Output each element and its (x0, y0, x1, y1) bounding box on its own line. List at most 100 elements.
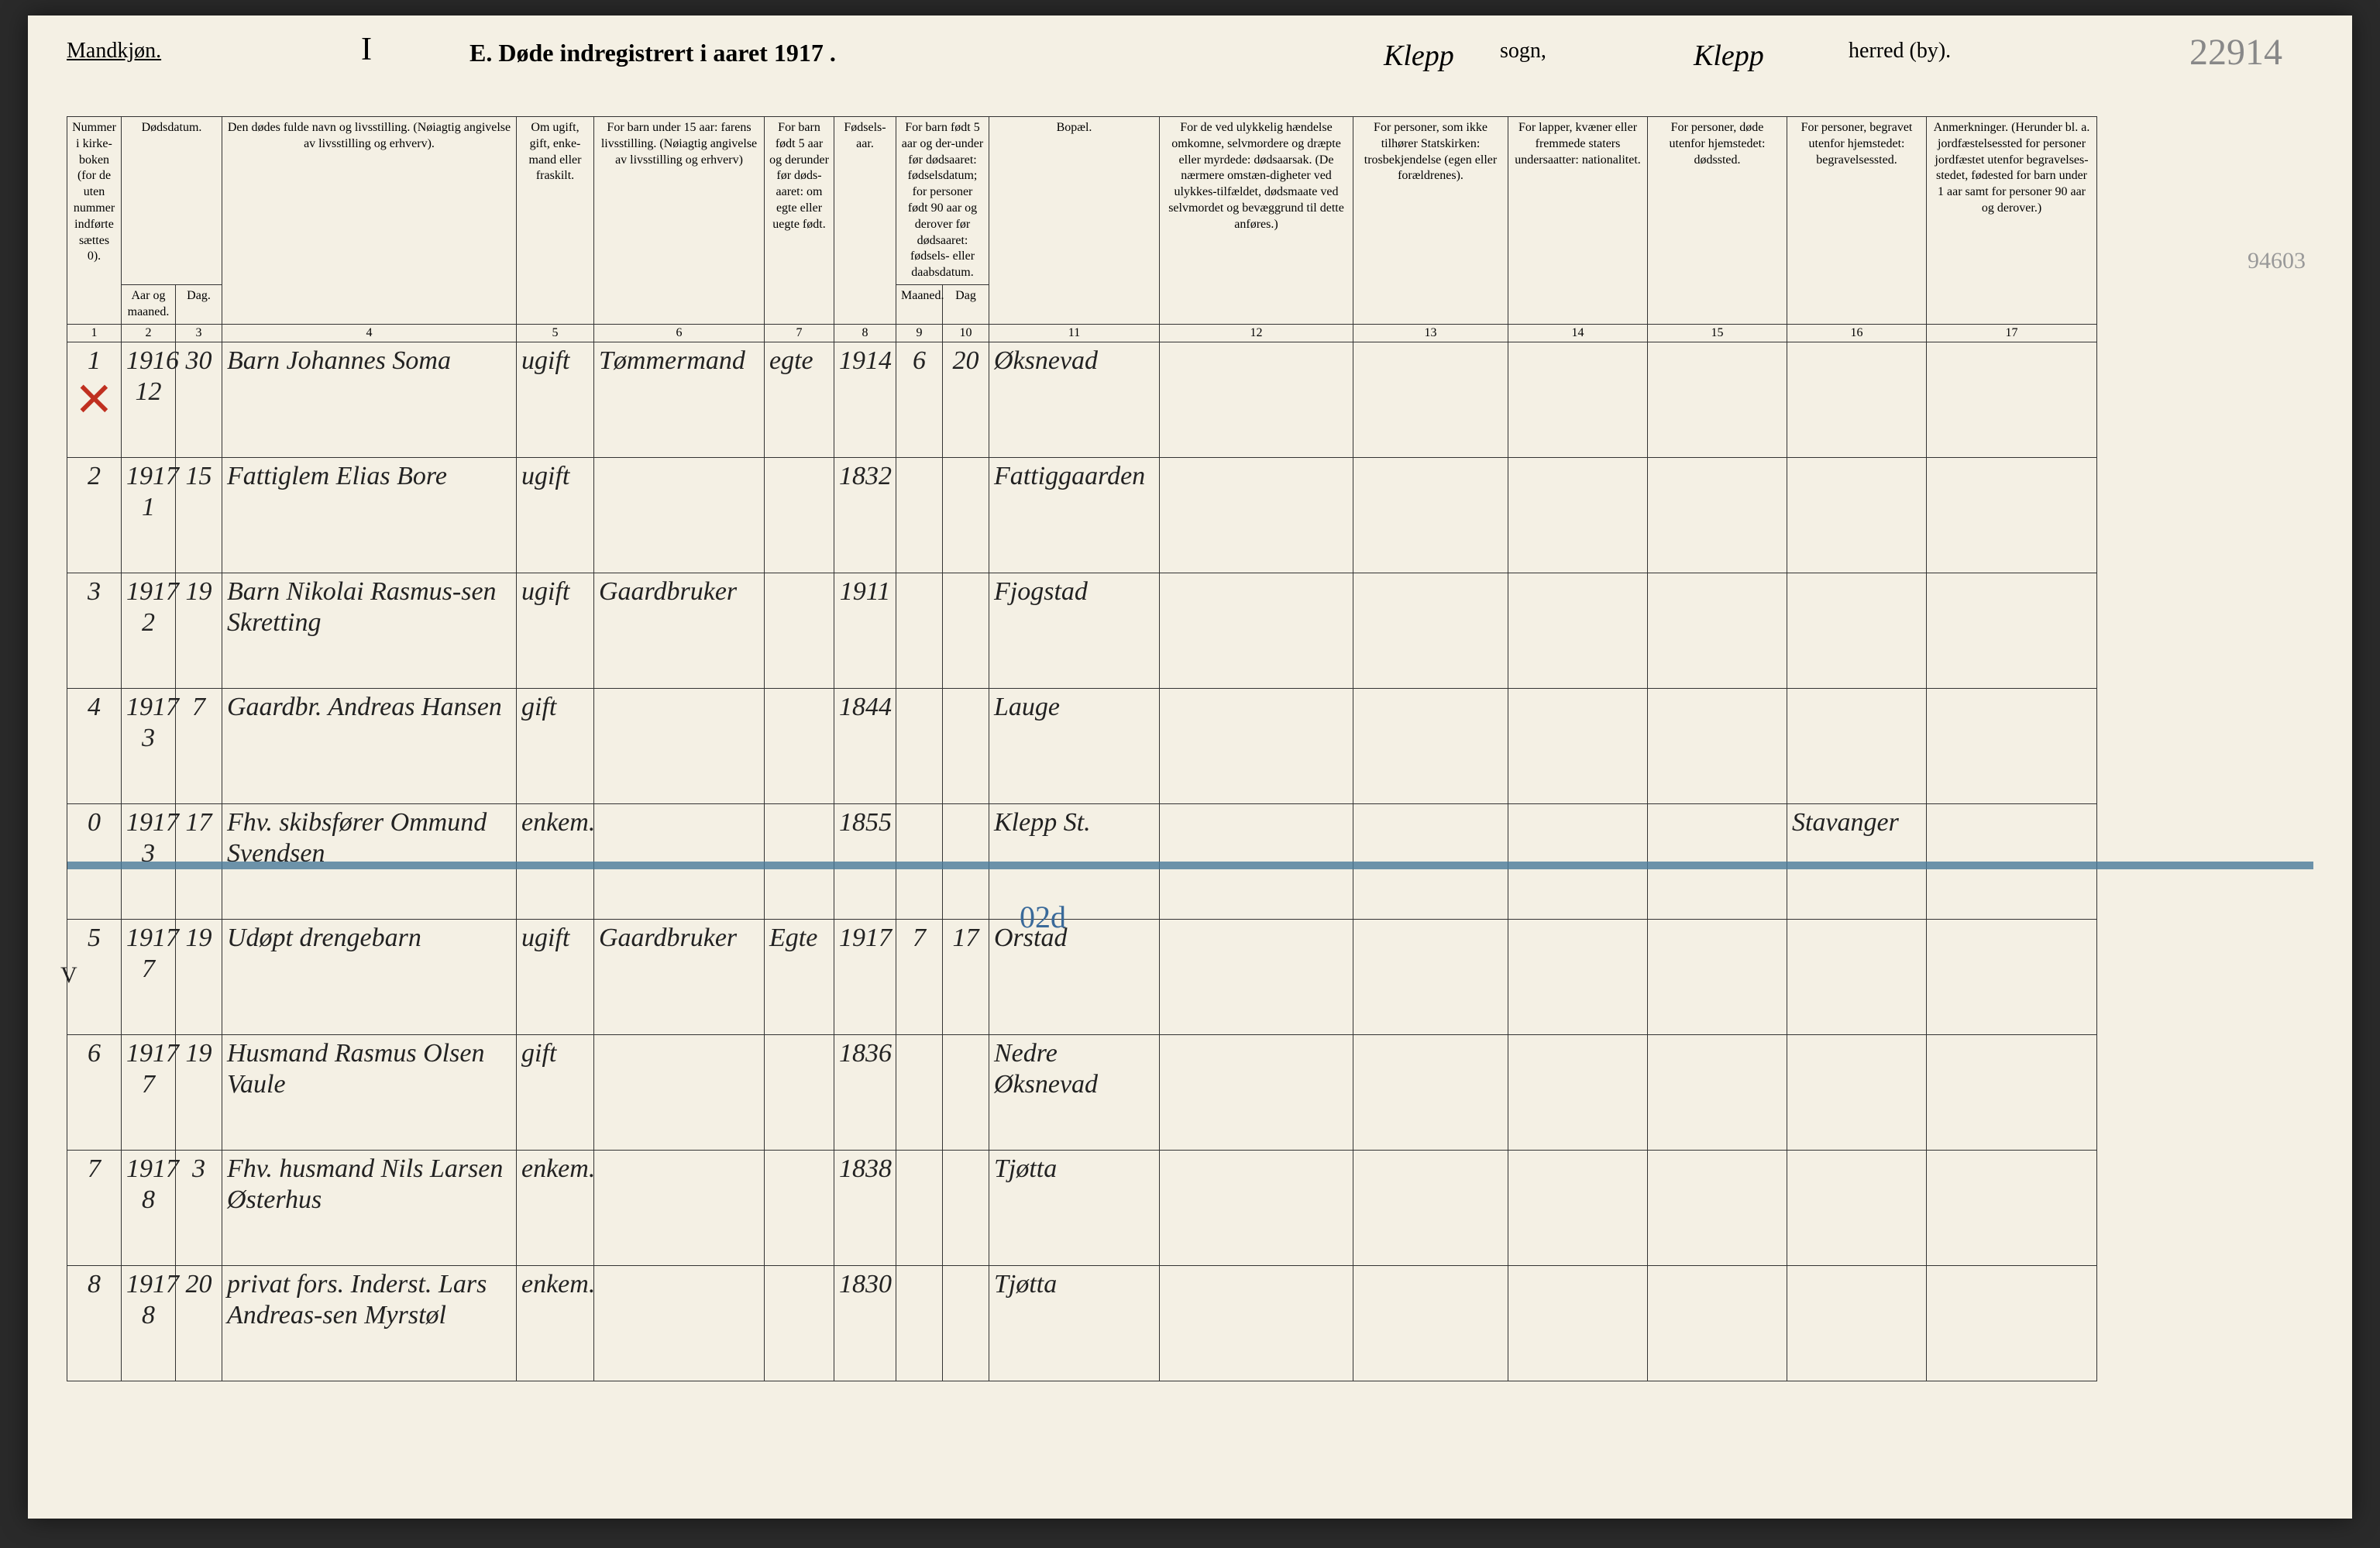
cell: Nedre Øksnevad (989, 1034, 1160, 1150)
col-header: Om ugift, gift, enke-mand eller fraskilt… (517, 117, 594, 325)
column-number: 3 (176, 324, 222, 342)
cell: 7 (896, 919, 943, 1034)
cell-value: 7 (88, 1154, 101, 1183)
cell: 1917 1 (122, 457, 176, 573)
column-number: 6 (594, 324, 765, 342)
cell: enkem. (517, 1150, 594, 1265)
cell: 1911 (834, 573, 896, 688)
cell (1353, 342, 1508, 457)
cell-value: 19 (186, 577, 212, 606)
cell-value: 1916 12 (126, 346, 179, 407)
col-header: Den dødes fulde navn og livsstilling. (N… (222, 117, 517, 325)
cell-value: Husmand Rasmus Olsen Vaule (227, 1039, 484, 1099)
cell-value: enkem. (521, 1270, 595, 1299)
cell: 1917 7 (122, 919, 176, 1034)
cell-value: 6 (913, 346, 926, 375)
table-row: ×11916 1230 Barn Johannes SomaugiftTømmer… (67, 342, 2313, 457)
column-number: 17 (1927, 324, 2097, 342)
cell (1353, 919, 1508, 1034)
cell-value: Fattiglem Elias Bore (227, 462, 447, 490)
cell-value: Gaardbr. Andreas Hansen (227, 693, 502, 721)
column-number: 10 (943, 324, 989, 342)
cell-value: gift (521, 1039, 556, 1068)
cell: 1917 (834, 919, 896, 1034)
col-header: For lapper, kvæner eller fremmede stater… (1508, 117, 1648, 325)
death-register-table: Nummer i kirke-boken (for de uten nummer… (67, 116, 2313, 1381)
cell-value: 1917 2 (126, 577, 179, 638)
cell-value: 17 (186, 808, 212, 837)
cell (1927, 1150, 2097, 1265)
cell: Egte (765, 919, 834, 1034)
cell: Lauge (989, 688, 1160, 803)
cell (1160, 457, 1353, 573)
table-row: 41917 37Gaardbr. Andreas Hansengift1844L… (67, 688, 2313, 803)
cell (943, 1034, 989, 1150)
cell-value: privat fors. Inderst. Lars Andreas-sen M… (227, 1270, 487, 1330)
cell-value: Stavanger (1792, 808, 1899, 837)
cell: 15 (176, 457, 222, 573)
cell-value: 30 (186, 346, 212, 375)
cell: ugift (517, 919, 594, 1034)
cell (1648, 688, 1787, 803)
cell-value: Barn Nikolai Rasmus-sen Skretting (227, 577, 497, 638)
cell: 1917 8 (122, 1265, 176, 1381)
cell (896, 573, 943, 688)
cell-value: 1836 (839, 1039, 892, 1068)
table-row: 31917 219 Barn Nikolai Rasmus-sen Skretti… (67, 573, 2313, 688)
cell: Barn Nikolai Rasmus-sen Skretting (222, 573, 517, 688)
cell-value: enkem. (521, 1154, 595, 1183)
cell-value: 1917 7 (126, 1039, 179, 1099)
cell (1648, 919, 1787, 1034)
cell: Tømmermand (594, 342, 765, 457)
cell (1353, 573, 1508, 688)
cell: 20 (176, 1265, 222, 1381)
col-header: Anmerkninger. (Herunder bl. a. jordfæste… (1927, 117, 2097, 325)
cell (943, 573, 989, 688)
cell (1353, 688, 1508, 803)
cell (1927, 688, 2097, 803)
cell: 7 (176, 688, 222, 803)
cell (765, 803, 834, 919)
table-row: 01917 317Fhv. skibsfører Ommund Svendsen… (67, 803, 2313, 919)
cell (1160, 919, 1353, 1034)
cell: 1830 (834, 1265, 896, 1381)
cell-value: Tjøtta (994, 1154, 1057, 1183)
cell (1927, 573, 2097, 688)
cell: Barn Johannes Soma (222, 342, 517, 457)
cell: Gaardbruker (594, 573, 765, 688)
cell: Stavanger (1787, 803, 1927, 919)
cell: V5 (67, 919, 122, 1034)
cell (594, 688, 765, 803)
column-number: 16 (1787, 324, 1927, 342)
cell-value: Klepp St. (994, 808, 1091, 837)
cell: 3 (176, 1150, 222, 1265)
cell (896, 1034, 943, 1150)
cell: gift (517, 1034, 594, 1150)
cell: 19 (176, 919, 222, 1034)
cell-value: 1855 (839, 808, 892, 837)
cell-value: 1917 8 (126, 1270, 179, 1330)
cell (1648, 342, 1787, 457)
cell-value: 8 (88, 1270, 101, 1299)
title-year: 7 . (811, 39, 836, 67)
cell: 6 (896, 342, 943, 457)
cell-value: Nedre Øksnevad (994, 1039, 1098, 1099)
cell: 3 (67, 573, 122, 688)
cell (765, 688, 834, 803)
cell: Øksnevad (989, 342, 1160, 457)
cell: ugift (517, 342, 594, 457)
register-title: E. Døde indregistrert i aaret 1917 . (469, 39, 836, 67)
herred-value: Klepp (1694, 39, 1764, 73)
column-number: 14 (1508, 324, 1648, 342)
cell-value: 4 (88, 693, 101, 721)
cell (594, 1034, 765, 1150)
column-number-row: 1234567891011121314151617 (67, 324, 2313, 342)
cell (1508, 1150, 1648, 1265)
cell (1648, 573, 1787, 688)
cell: ×1 (67, 342, 122, 457)
cell-value: 1838 (839, 1154, 892, 1183)
cell: 0 (67, 803, 122, 919)
cell-value: Gaardbruker (599, 577, 737, 606)
col-header: Nummer i kirke-boken (for de uten nummer… (67, 117, 122, 325)
cell (943, 457, 989, 573)
